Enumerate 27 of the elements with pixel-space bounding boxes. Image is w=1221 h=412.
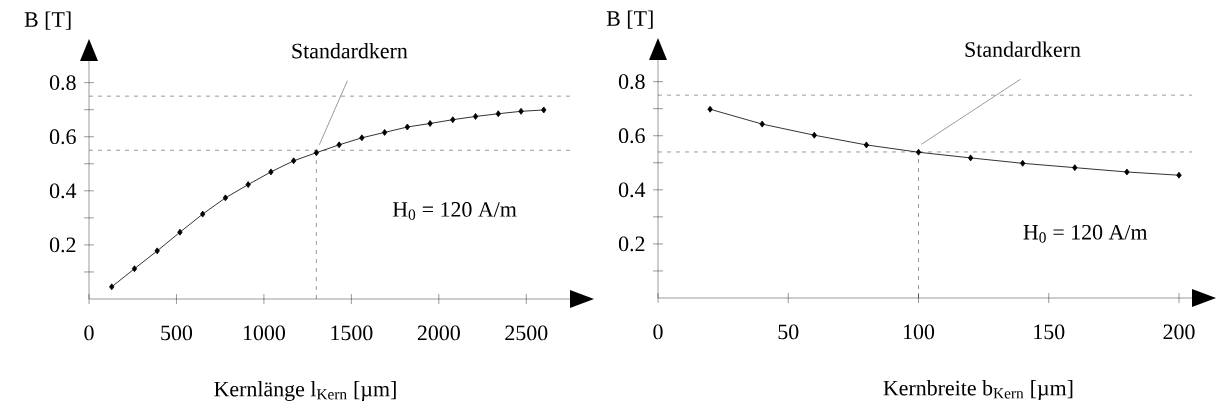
x-tick-label: 1500 — [331, 325, 373, 341]
y-tick-label: 0.4 — [618, 182, 646, 198]
y-tick-label: 0.2 — [618, 236, 645, 252]
annotation: H$_{0}$ = 120 A/m — [392, 202, 517, 220]
x-axis-title: Kernlänge l$_{Kern}$ [µm] — [214, 381, 396, 401]
y-tick-label: 0.6 — [618, 128, 645, 144]
y-tick-label: 0.2 — [49, 237, 76, 253]
x-axis-title: Kernbreite b$_{Kern}$ [µm] — [883, 380, 1073, 400]
y-tick-label: 0.6 — [49, 129, 76, 145]
x-tick-label: 500 — [161, 325, 193, 341]
x-tick-label: 1000 — [243, 325, 285, 341]
x-tick-label: 100 — [903, 324, 935, 340]
y-axis-title: B [T] — [24, 11, 71, 30]
y-axis-title: B [T] — [606, 10, 653, 29]
x-tick-label: 2500 — [505, 325, 548, 341]
y-tick-label: 0.4 — [49, 183, 77, 199]
x-tick-label: 50 — [778, 324, 799, 340]
x-tick-label: 150 — [1034, 324, 1065, 340]
y-tick-label: 0.8 — [49, 75, 76, 91]
x-tick-label: 0 — [84, 325, 94, 341]
annotation: H$_{0}$ = 120 A/m — [1023, 224, 1148, 243]
annotation: Standardkern — [965, 41, 1081, 57]
x-tick-label: 2000 — [417, 325, 460, 341]
x-tick-label: 0 — [653, 324, 663, 340]
x-tick-label: 200 — [1163, 324, 1195, 340]
y-tick-label: 0.8 — [618, 74, 645, 90]
annotation: Standardkern — [292, 42, 408, 59]
